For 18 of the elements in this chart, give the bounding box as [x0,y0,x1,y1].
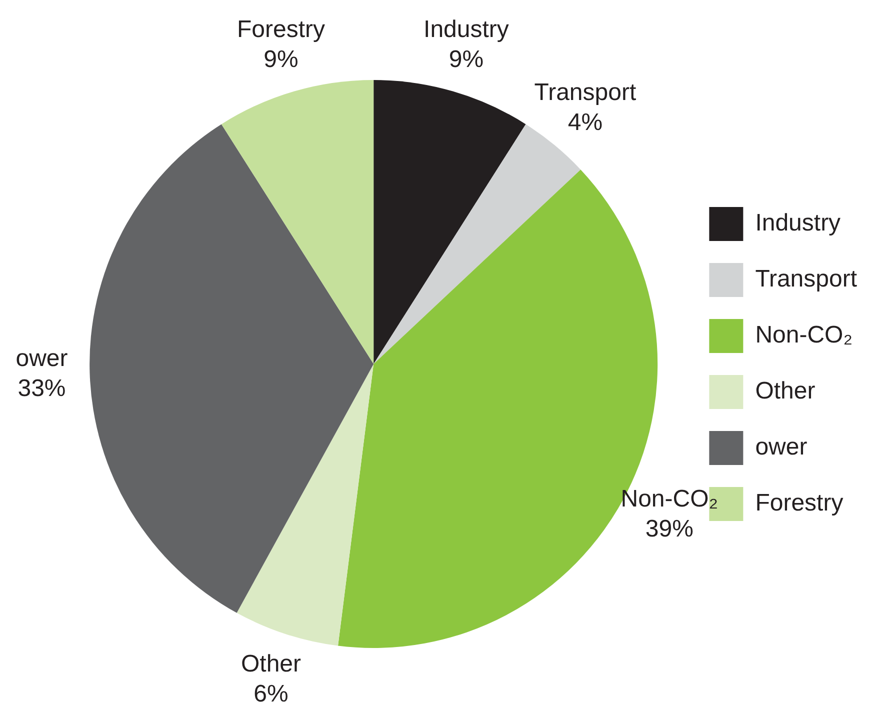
data-label: 4% [568,108,603,136]
legend-label: Non-CO₂ [755,322,853,349]
data-label: 39% [645,515,694,542]
legend-label: Industry [755,210,841,237]
legend-label: Forestry [755,490,844,517]
slice-label: ower [16,345,68,372]
slice-label: Transport [534,78,636,106]
data-label: 6% [254,680,288,708]
data-label: 33% [18,375,66,402]
data-label: 9% [448,46,484,73]
slice-label: Industry [424,16,509,43]
slice-label: Forestry [236,16,325,43]
data-label: 9% [264,46,298,73]
legend-label: Transport [755,266,858,293]
legend-label: ower [755,434,808,461]
slice-label: Non-CO₂ [620,485,718,512]
slice-label: Other [240,650,302,678]
legend-label: Other [755,378,816,405]
